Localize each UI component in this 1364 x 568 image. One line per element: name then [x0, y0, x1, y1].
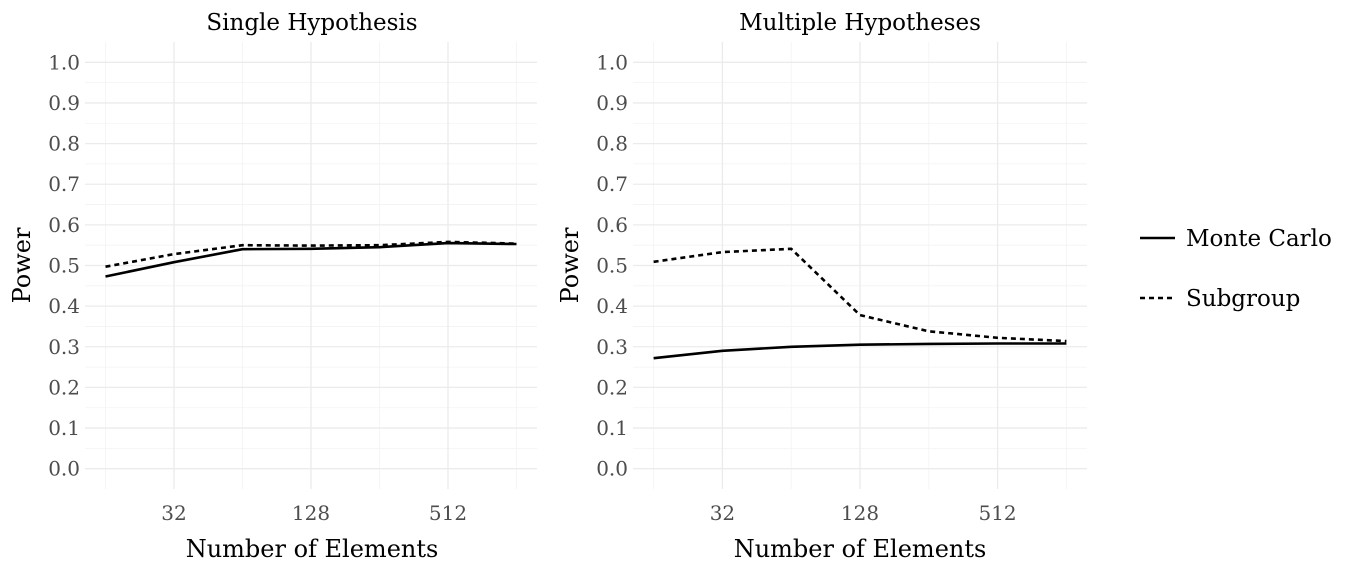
x-tick-label: 128	[292, 501, 330, 525]
y-axis-title: Power	[8, 227, 36, 303]
y-tick-label: 0.1	[596, 416, 628, 440]
y-tick-label: 0.5	[48, 254, 80, 278]
x-tick-label: 128	[841, 501, 879, 525]
x-tick-label: 32	[161, 501, 186, 525]
series-line-subgroup	[105, 240, 517, 268]
panel-title: Single Hypothesis	[206, 10, 417, 36]
y-tick-label: 0.9	[596, 91, 628, 115]
y-tick-label: 0.6	[596, 213, 628, 237]
legend-label-subgroup: Subgroup	[1186, 286, 1300, 312]
y-tick-label: 0.2	[596, 375, 628, 399]
y-tick-label: 0.7	[48, 172, 80, 196]
y-tick-label: 0.8	[48, 132, 80, 156]
y-tick-label: 0.5	[596, 254, 628, 278]
y-tick-label: 0.1	[48, 416, 80, 440]
y-tick-label: 0.3	[48, 335, 80, 359]
series-line-subgroup	[653, 247, 1067, 343]
y-tick-label: 0.6	[48, 213, 80, 237]
y-tick-label: 0.4	[596, 294, 628, 318]
panel-single-hypothesis: 0.0 0.1 0.2 0.3 0.4 0.5 0.6 0.7 0.8 0.9 1.0 32 128 51…	[8, 10, 537, 563]
y-tick-label: 1.0	[596, 50, 628, 74]
y-tick-label: 0.8	[596, 132, 628, 156]
legend: Monte Carlo Subgroup	[1140, 226, 1332, 312]
y-tick-label: 0.0	[596, 457, 628, 481]
panel-multiple-hypotheses: 0.0 0.1 0.2 0.3 0.4 0.5 0.6 0.7 0.8 0.9 1.0 32 128 51…	[556, 10, 1087, 563]
panel-title: Multiple Hypotheses	[739, 10, 981, 36]
y-tick-label: 1.0	[48, 50, 80, 74]
y-tick-label: 0.3	[596, 335, 628, 359]
legend-label-monte-carlo: Monte Carlo	[1186, 226, 1332, 252]
y-tick-label: 0.9	[48, 91, 80, 115]
y-tick-label: 0.0	[48, 457, 80, 481]
x-tick-label: 512	[429, 501, 467, 525]
x-tick-label: 32	[710, 501, 735, 525]
y-axis-title: Power	[556, 227, 584, 303]
x-axis-title: Number of Elements	[186, 535, 439, 563]
y-tick-label: 0.2	[48, 375, 80, 399]
series-line-monte-carlo	[653, 342, 1067, 360]
x-axis-title: Number of Elements	[734, 535, 987, 563]
y-tick-label: 0.7	[596, 172, 628, 196]
x-tick-label: 512	[978, 501, 1016, 525]
y-tick-label: 0.4	[48, 294, 80, 318]
